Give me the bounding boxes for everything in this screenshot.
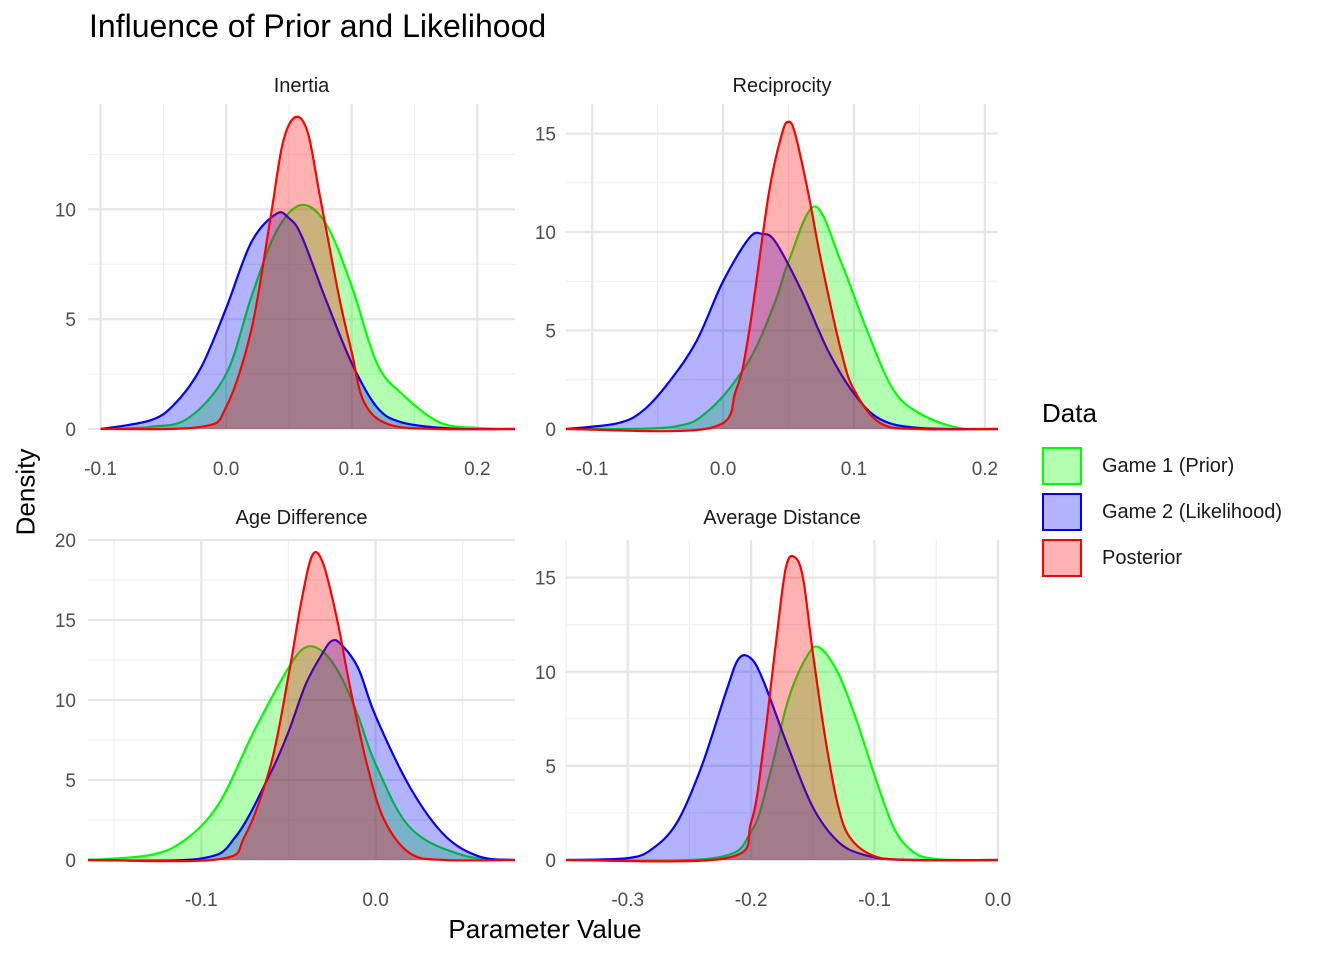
legend-item-prior: Game 1 (Prior) [1042,443,1282,489]
facet-average-distance-line-posterior [565,554,999,863]
facet-inertia-strip-title: Inertia [274,75,330,97]
facet-inertia-area-game-1-prior [100,204,515,429]
facet-inertia-line-posterior [100,115,516,431]
facet-age-difference-area-game-1-prior [88,646,515,860]
facet-reciprocity-y-tick-label: 10 [535,223,556,244]
facet-average-distance-y-tick-label: 5 [545,757,556,778]
chart-title: Influence of Prior and Likelihood [89,8,547,44]
facet-inertia-line-game-2-likelihood [100,211,516,431]
facet-inertia-x-tick-label: 0.0 [213,459,239,480]
facet-reciprocity-area-posterior [566,121,998,432]
legend-key-prior [1042,447,1082,485]
facet-age-difference: Age Difference -0.1 0.0 0 5 10 15 20 [55,507,516,911]
facet-average-distance-line-game-1-prior [565,645,999,862]
facet-average-distance-x-tick-label: 0.0 [985,890,1011,911]
facet-reciprocity-x-tick-label: 0.2 [972,459,998,480]
legend: Data Game 1 (Prior) Game 2 (Likelihood) … [1042,398,1282,581]
facet-reciprocity-y-tick-label: 0 [545,420,556,441]
facet-average-distance-line-game-2-likelihood [565,654,999,862]
facet-average-distance-area-game-1-prior [566,646,998,861]
facet-reciprocity-strip-title: Reciprocity [733,75,832,97]
legend-item-posterior: Posterior [1042,535,1282,581]
facet-age-difference-x-tick-label: -0.1 [185,890,218,911]
facet-reciprocity-x-tick-label: -0.1 [576,459,609,480]
facet-average-distance-y-tick-label: 10 [535,663,556,684]
facet-age-difference-strip-title: Age Difference [236,507,368,529]
legend-item-likelihood: Game 2 (Likelihood) [1042,489,1282,535]
facet-inertia-line-game-1-prior [100,203,516,431]
facet-reciprocity-x-tick-label: 0.0 [710,459,736,480]
facet-age-difference-y-tick-label: 20 [55,531,76,552]
facet-inertia-y-tick-label: 5 [65,310,76,331]
facet-reciprocity-area-game-1-prior [566,206,998,430]
facet-inertia-y-tick-label: 0 [65,420,76,441]
facet-average-distance-x-tick-label: -0.1 [858,890,891,911]
facet-inertia-x-tick-label: -0.1 [84,459,117,480]
facet-age-difference-area-game-2-likelihood [88,640,515,861]
facet-inertia-area-posterior [100,116,515,430]
facet-reciprocity-y-tick-label: 15 [535,125,556,146]
facet-age-difference-y-tick-label: 0 [65,851,76,872]
facet-inertia-x-tick-label: 0.1 [339,459,365,480]
facet-inertia-y-tick-label: 10 [55,200,76,221]
facet-age-difference-y-tick-label: 5 [65,771,76,792]
facet-average-distance-y-tick-label: 0 [545,851,556,872]
legend-key-likelihood [1042,493,1082,531]
facet-age-difference-line-game-2-likelihood [87,638,516,862]
facet-age-difference-line-posterior [87,551,516,863]
facet-inertia: Inertia -0.1 0.0 0.1 0.2 0 5 10 [55,75,516,480]
facet-age-difference-line-game-1-prior [87,645,516,862]
facet-age-difference-x-tick-label: 0.0 [362,890,388,911]
facet-average-distance-x-tick-label: -0.2 [735,890,768,911]
facet-reciprocity: Reciprocity -0.1 0.0 0.1 0.2 0 5 10 15 [535,75,998,480]
x-axis-title: Parameter Value [448,914,642,944]
facet-average-distance-y-tick-label: 15 [535,569,556,590]
legend-label-prior: Game 1 (Prior) [1102,454,1235,477]
facet-average-distance-area-game-2-likelihood [566,655,998,861]
facet-average-distance-x-tick-label: -0.3 [611,890,644,911]
facet-age-difference-y-tick-label: 15 [55,611,76,632]
facet-average-distance-strip-title: Average Distance [703,507,861,529]
facet-age-difference-y-tick-label: 10 [55,691,76,712]
legend-label-likelihood: Game 2 (Likelihood) [1102,500,1283,523]
legend-title: Data [1042,398,1097,428]
facet-inertia-x-tick-label: 0.2 [464,459,490,480]
facet-reciprocity-y-tick-label: 5 [545,322,556,343]
facet-average-distance-area-posterior [566,555,998,862]
facet-reciprocity-line-posterior [565,120,999,433]
facet-reciprocity-x-tick-label: 0.1 [841,459,867,480]
legend-key-posterior [1042,539,1082,577]
facet-reciprocity-area-game-2-likelihood [566,232,998,430]
facet-average-distance: Average Distance -0.3 -0.2 -0.1 0.0 0 5 10 15 [535,507,1011,911]
facet-age-difference-area-posterior [88,552,515,862]
y-axis-title: Density [10,448,41,536]
facet-reciprocity-line-game-1-prior [565,205,999,431]
legend-label-posterior: Posterior [1102,546,1183,569]
facet-inertia-area-game-2-likelihood [100,212,515,430]
